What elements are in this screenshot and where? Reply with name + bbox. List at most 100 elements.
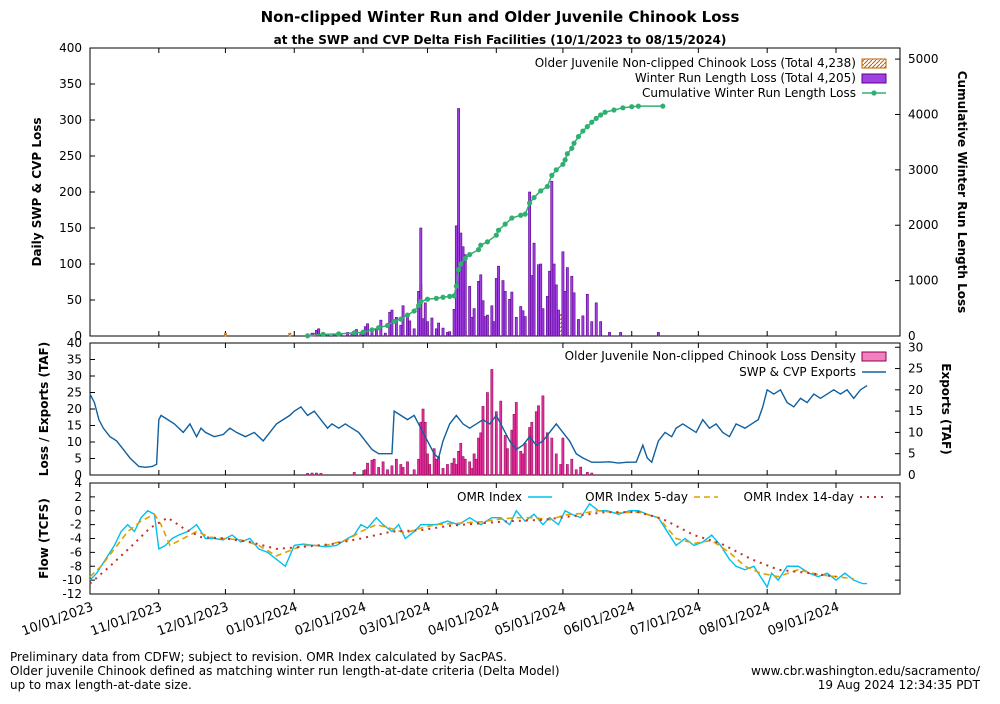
cumulative-point <box>560 161 566 167</box>
density-bar <box>530 421 534 476</box>
timestamp: 19 Aug 2024 12:34:35 PDT <box>817 678 980 692</box>
density-bar <box>574 469 578 476</box>
density-bar <box>426 453 429 476</box>
winter-run-bar <box>497 265 500 337</box>
y-tick-label: 300 <box>59 113 82 127</box>
cumulative-point <box>531 194 537 201</box>
older-juvenile-bar <box>224 332 227 337</box>
density-bar <box>554 453 558 476</box>
winter-run-bar <box>503 291 507 337</box>
y-tick-label: -10 <box>62 573 82 587</box>
cumulative-point <box>593 115 599 121</box>
cumulative-point <box>635 103 641 109</box>
y2-tick-label: 4000 <box>908 107 939 121</box>
density-bar <box>546 432 549 476</box>
winter-run-bar <box>490 305 494 337</box>
y-tick-label: 4 <box>74 476 82 490</box>
y-tick-label: 250 <box>59 149 82 163</box>
cumulative-point <box>602 109 608 115</box>
legend-entry: SWP & CVP Exports <box>739 365 856 379</box>
y-tick-label: 25 <box>67 386 82 400</box>
winter-run-bar <box>383 332 387 337</box>
cumulative-point <box>493 232 499 238</box>
winter-run-bar <box>359 333 363 337</box>
winter-run-bar <box>537 264 540 337</box>
density-bar <box>390 465 394 476</box>
winter-run-bar <box>508 298 512 337</box>
winter-run-bar <box>492 321 496 337</box>
x-tick-label: 02/01/2024 <box>293 600 369 640</box>
y-tick-label: 100 <box>59 257 82 271</box>
legend-swatch <box>871 90 877 96</box>
density-bar <box>421 408 425 476</box>
density-bar <box>450 462 454 476</box>
source-url[interactable]: www.cbr.washington.edu/sacramento/ <box>751 664 980 678</box>
winter-run-bar <box>332 334 336 337</box>
y2-tick-label: 2000 <box>908 218 939 232</box>
footer-note-line: up to max length-at-date size. <box>10 678 192 692</box>
winter-run-bar <box>423 302 427 337</box>
density-bar <box>506 448 509 476</box>
older-juvenile-bar <box>288 332 292 337</box>
y2-tick-label: 20 <box>908 383 923 397</box>
cumulative-point <box>384 322 391 329</box>
density-bar <box>510 429 514 476</box>
x-tick-label: 06/01/2024 <box>562 600 638 640</box>
cumulative-point <box>455 266 462 273</box>
winter-run-bar <box>457 108 460 337</box>
y-tick-label: -8 <box>70 559 82 573</box>
winter-run-bar <box>561 251 565 337</box>
winter-run-bar <box>437 322 440 337</box>
y-tick-label: 0 <box>74 504 82 518</box>
winter-run-bar <box>565 267 569 337</box>
x-tick-label: 09/01/2024 <box>766 600 842 640</box>
winter-run-bar <box>563 291 567 337</box>
cumulative-point <box>522 211 528 217</box>
cumulative-point <box>580 128 586 134</box>
y2-tick-label: 5000 <box>908 52 939 66</box>
x-tick-label: 03/01/2024 <box>357 600 433 640</box>
winter-run-bar <box>545 296 549 337</box>
density-bar <box>528 427 531 476</box>
density-bar <box>570 458 574 476</box>
density-bar <box>499 400 503 476</box>
density-bar <box>468 461 472 476</box>
cumulative-point <box>553 167 559 173</box>
cumulative-point <box>620 105 626 111</box>
older-juvenile-bar <box>559 314 563 337</box>
winter-run-bar <box>317 328 321 337</box>
density-bar <box>370 459 374 476</box>
winter-run-bar <box>550 180 554 337</box>
winter-run-bar <box>406 315 409 337</box>
x-tick-label: 11/01/2023 <box>89 600 165 640</box>
winter-run-bar <box>599 321 603 337</box>
y2-tick-label: 25 <box>908 362 923 376</box>
chart-title: Non-clipped Winter Run and Older Juvenil… <box>261 8 740 26</box>
cumulative-point <box>502 221 508 227</box>
density-bar <box>523 443 527 476</box>
winter-run-bar <box>408 320 412 337</box>
winter-run-bar <box>486 314 489 337</box>
cumulative-point <box>611 107 617 113</box>
winter-run-bar <box>468 286 472 337</box>
winter-run-bar <box>548 270 551 337</box>
legend-swatch <box>861 58 887 69</box>
cumulative-point <box>418 299 424 305</box>
density-bar <box>366 462 369 476</box>
cumulative-point <box>569 145 575 151</box>
winter-run-bar <box>366 323 369 337</box>
footer-note-line: Older juvenile Chinook defined as matchi… <box>10 664 560 678</box>
legend-entry: Cumulative Winter Run Length Loss <box>642 86 856 100</box>
legend-entry: OMR Index 14-day <box>744 490 854 504</box>
cumulative-point <box>660 103 666 109</box>
winter-run-bar <box>577 319 580 337</box>
cumulative-point <box>629 104 635 110</box>
winter-run-bar <box>375 328 378 337</box>
cumulative-point <box>458 261 464 267</box>
winter-run-bar <box>552 263 556 337</box>
density-bar <box>423 421 427 476</box>
cumulative-point <box>304 333 311 339</box>
legend-swatch <box>861 351 887 362</box>
density-bar <box>514 402 518 476</box>
